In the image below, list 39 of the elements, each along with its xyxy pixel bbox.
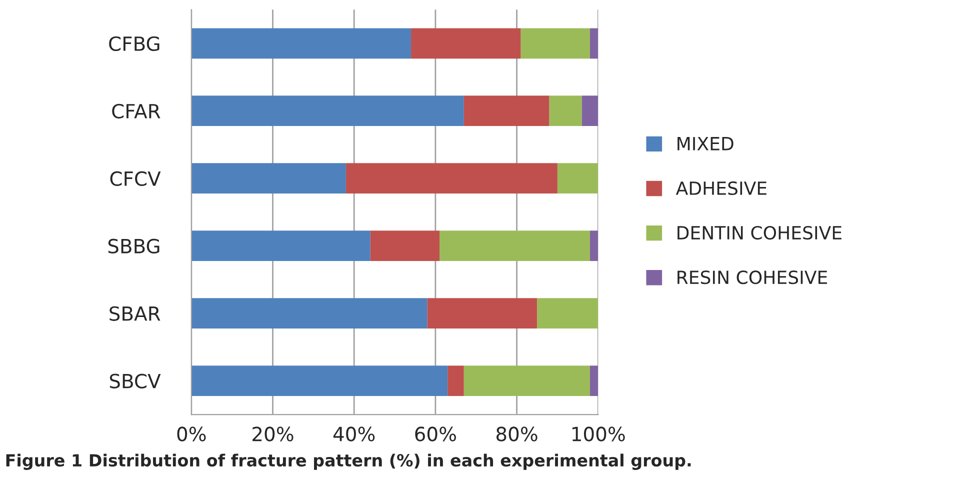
bar bbox=[448, 366, 464, 396]
bar bbox=[590, 366, 598, 396]
bar bbox=[557, 163, 598, 194]
y-tick-label: SBAR bbox=[110, 306, 160, 321]
bar bbox=[440, 230, 590, 262]
y-tick-label: CFAR bbox=[112, 104, 160, 119]
bar bbox=[191, 230, 370, 262]
bar bbox=[191, 96, 464, 126]
x-tick-label: 100% bbox=[572, 426, 625, 442]
legend-label: RESIN COHESIVE bbox=[678, 270, 827, 284]
x-tick-label: 0% bbox=[177, 426, 206, 442]
bar bbox=[464, 366, 590, 396]
bar bbox=[191, 366, 448, 396]
legend-label: ADHESIVE bbox=[676, 181, 766, 196]
bar bbox=[464, 96, 550, 126]
bar bbox=[590, 28, 598, 59]
bar bbox=[191, 163, 346, 194]
bar bbox=[590, 230, 598, 262]
x-tick-label: 20% bbox=[252, 426, 294, 442]
x-tick-label: 80% bbox=[496, 426, 538, 442]
legend-label: MIXED bbox=[678, 137, 734, 150]
x-tick-label: 40% bbox=[333, 426, 375, 442]
bar bbox=[370, 230, 440, 262]
bar bbox=[191, 28, 412, 59]
y-tick-label: CFCV bbox=[110, 171, 161, 186]
y-tick-label: SBCV bbox=[110, 374, 161, 388]
bar bbox=[537, 298, 598, 328]
bar bbox=[411, 28, 521, 59]
bar bbox=[427, 298, 538, 328]
bar bbox=[191, 298, 428, 328]
y-tick-label: SBBG bbox=[108, 238, 160, 254]
bar bbox=[346, 163, 558, 194]
bar bbox=[582, 96, 598, 126]
bar bbox=[520, 28, 590, 59]
caption: Figure 1 Distribution of fracture pattern (%) in each experimental group. bbox=[6, 454, 691, 470]
x-tick-label: 60% bbox=[415, 426, 456, 442]
legend-label: DENTIN COHESIVE bbox=[678, 226, 842, 240]
y-tick-label: CFBG bbox=[109, 36, 160, 52]
bar bbox=[549, 96, 582, 126]
